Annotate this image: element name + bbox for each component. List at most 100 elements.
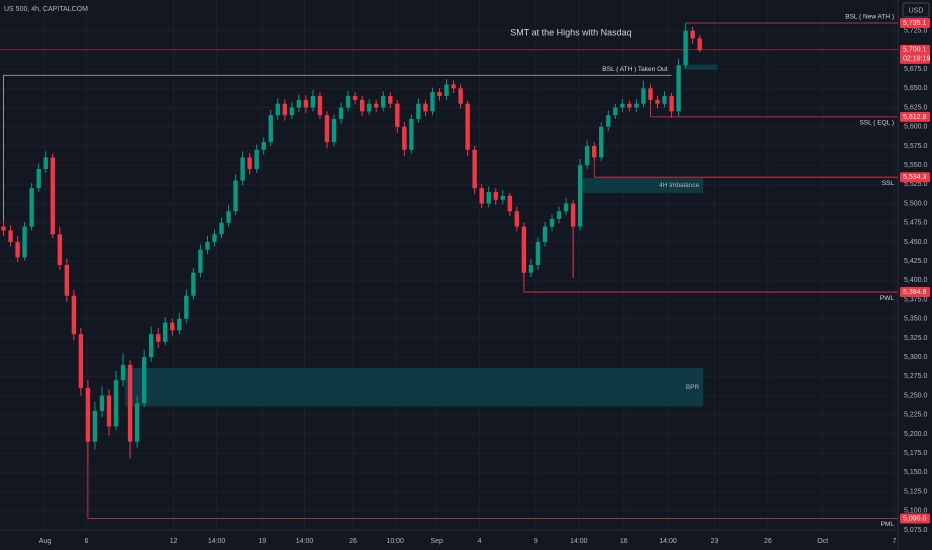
candle-body	[669, 96, 674, 112]
candle-body	[648, 88, 653, 100]
candle-body	[78, 334, 84, 388]
candle-body	[148, 334, 154, 358]
candle-body	[191, 272, 196, 296]
candle-body	[8, 230, 13, 242]
level-tag-label: 5,612.8	[903, 114, 926, 121]
candle-body	[106, 395, 112, 427]
x-tick-label: 14:00	[570, 538, 588, 545]
y-tick-label: 5,400.0	[904, 277, 927, 284]
candle-body	[430, 92, 435, 112]
candle-body	[577, 165, 583, 227]
candle-body	[556, 211, 562, 219]
candle-body	[50, 157, 55, 235]
candle-body	[254, 149, 259, 169]
level-label: BSL ( ATH ) Taken Out	[602, 66, 667, 73]
candle-body	[535, 241, 541, 265]
candle-body	[479, 188, 484, 204]
candle-body	[134, 403, 140, 442]
y-tick-label: 5,100.0	[904, 508, 927, 515]
candle-body	[163, 322, 168, 342]
candle-body	[289, 107, 295, 116]
candle-body	[331, 119, 337, 143]
currency[interactable]: USD	[909, 7, 924, 14]
candle-body	[338, 107, 344, 120]
zones: 4H Imbalance BPR	[125, 64, 718, 407]
x-tick-label: 19	[258, 538, 266, 545]
candle-body	[493, 192, 498, 200]
candle-body	[458, 88, 463, 104]
level-tag	[900, 287, 930, 298]
candle-body	[240, 157, 245, 181]
y-tick-label: 5,675.0	[904, 66, 927, 73]
candle-body	[261, 142, 266, 150]
candle-body	[690, 30, 695, 39]
candle-body	[634, 103, 639, 108]
y-tick-label: 5,200.0	[904, 431, 927, 438]
candle-body	[29, 188, 34, 227]
candle-body	[641, 88, 646, 104]
candle-body	[275, 103, 280, 116]
candle-body	[247, 157, 252, 169]
y-tick-label: 5,725.0	[904, 28, 927, 35]
candle-body	[64, 265, 70, 296]
candle-body	[599, 126, 604, 158]
candle-body	[514, 211, 520, 227]
level-label: PWL	[880, 295, 894, 302]
candle-body	[542, 226, 548, 242]
candle-body	[141, 357, 147, 404]
candle-body	[549, 218, 555, 227]
candle-body	[170, 322, 175, 331]
candle-body	[352, 96, 358, 100]
zone-label: 4H Imbalance	[659, 182, 699, 189]
countdown: 02:19:19	[903, 56, 930, 63]
candle-body	[662, 96, 667, 104]
x-tick-label: 14:00	[296, 538, 314, 545]
candle-body	[423, 103, 428, 112]
candle-body	[226, 211, 231, 223]
candle-body	[345, 96, 351, 108]
candle-body	[282, 103, 288, 116]
level-label: SSL ( EQL )	[859, 120, 894, 127]
candle-body	[676, 65, 681, 112]
level-tag-label: 5,534.3	[903, 174, 926, 181]
candle-body	[177, 318, 182, 331]
y-tick-label: 5,450.0	[904, 239, 927, 246]
candle-body	[472, 149, 477, 189]
candle-body	[683, 30, 688, 66]
y-tick-label: 5,525.0	[904, 181, 927, 188]
x-tick-label: 7	[893, 538, 897, 545]
y-tick-label: 5,425.0	[904, 258, 927, 265]
candle-body	[317, 96, 323, 116]
y-tick-label: 5,275.0	[904, 373, 927, 380]
level-label: BSL ( New ATH )	[845, 14, 894, 21]
currency-box[interactable]	[902, 2, 930, 18]
y-tick-label: 5,325.0	[904, 335, 927, 342]
level-label: SSL	[882, 180, 895, 187]
y-tick-label: 5,125.0	[904, 488, 927, 495]
x-tick-label: 4	[478, 538, 482, 545]
symbol-header: US 500, 4h, CAPITALCOM	[4, 6, 88, 13]
candle-body	[613, 107, 618, 116]
zone	[125, 367, 704, 407]
candle-body	[486, 192, 491, 204]
candle-body	[402, 126, 407, 150]
candle-body	[113, 380, 119, 427]
candle-body	[15, 241, 20, 258]
candle-body	[627, 103, 632, 108]
level-tag-label: 5,384.8	[903, 289, 926, 296]
candle-body	[233, 180, 238, 212]
levels: BSL ( New ATH ) BSL ( ATH ) Taken Out SSL …	[0, 14, 898, 528]
zone	[684, 64, 718, 70]
level-tag-label: 5,735.1	[903, 20, 926, 27]
candle-body	[528, 265, 534, 273]
y-tick-label: 5,375.0	[904, 296, 927, 303]
x-tick-label: 12	[170, 538, 178, 545]
level-tag	[900, 111, 930, 122]
candle-body	[381, 96, 386, 108]
y-tick-label: 5,175.0	[904, 450, 927, 457]
x-tick-label: 9	[534, 538, 538, 545]
candle-body	[620, 103, 625, 108]
candle-body	[205, 241, 210, 250]
grid	[0, 0, 898, 530]
y-tick-label: 5,625.0	[904, 104, 927, 111]
